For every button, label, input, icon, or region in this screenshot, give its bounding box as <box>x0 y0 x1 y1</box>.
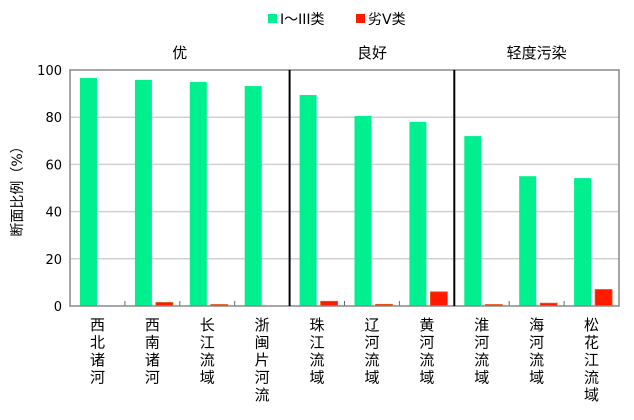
bar-i-iii <box>464 136 482 306</box>
bar-v <box>594 289 613 307</box>
x-tick-label: 河 <box>255 369 270 387</box>
x-tick-label: 江 <box>584 351 599 369</box>
x-tick-label: 域 <box>529 369 544 387</box>
bar-i-iii <box>134 79 152 306</box>
group-label: 轻度污染 <box>507 44 567 62</box>
x-tick-label: 河 <box>90 369 105 387</box>
x-tick-label: 片 <box>255 351 270 369</box>
bar-i-iii <box>80 78 97 306</box>
x-tick-label: 黄 <box>419 316 434 334</box>
x-tick-label: 流 <box>200 351 215 369</box>
x-tick-label: 河 <box>364 334 379 352</box>
group-label: 良好 <box>357 44 387 62</box>
x-tick-label: 辽 <box>364 316 379 334</box>
x-tick-label: 流 <box>310 351 325 369</box>
y-tick-label: 60 <box>45 158 62 173</box>
x-tick-label: 流 <box>584 369 599 387</box>
x-tick-label: 西 <box>90 316 105 334</box>
x-tick-label: 域 <box>310 369 325 387</box>
y-tick-label: 20 <box>45 253 62 268</box>
x-tick-label: 海 <box>529 316 544 334</box>
x-tick-label: 域 <box>584 386 599 404</box>
x-tick-label: 流 <box>419 351 434 369</box>
x-tick-label: 闽 <box>255 334 270 352</box>
y-tick-label: 40 <box>45 206 62 221</box>
x-tick-label: 江 <box>200 334 215 352</box>
bar-i-iii <box>519 176 537 306</box>
y-tick-label: 100 <box>37 64 62 79</box>
x-tick-label: 诸 <box>145 351 160 369</box>
y-tick-label: 0 <box>54 300 62 315</box>
x-tick-label: 河 <box>474 334 489 352</box>
x-tick-label: 珠 <box>310 316 325 334</box>
x-tick-label: 流 <box>474 351 489 369</box>
y-axis-label: 断面比例（%） <box>10 139 26 236</box>
x-tick-label: 流 <box>255 386 270 404</box>
y-tick-label: 80 <box>45 111 62 126</box>
group-label: 优 <box>172 44 187 62</box>
x-tick-label: 流 <box>529 351 544 369</box>
x-tick-label: 域 <box>474 369 489 387</box>
bar-i-iii <box>354 116 372 307</box>
x-tick-label: 诸 <box>90 351 105 369</box>
legend-swatch <box>268 14 277 23</box>
x-tick-label: 域 <box>200 369 215 387</box>
x-tick-label: 域 <box>364 369 379 387</box>
x-tick-label: 长 <box>200 316 215 334</box>
legend-label: 劣V类 <box>368 12 406 28</box>
x-tick-label: 江 <box>310 334 325 352</box>
plot-frame <box>69 69 620 307</box>
x-tick-label: 河 <box>529 334 544 352</box>
legend-label: I～III类 <box>280 12 325 28</box>
x-tick-label: 北 <box>90 334 105 352</box>
x-tick-label: 河 <box>419 334 434 352</box>
bar-i-iii <box>244 86 262 306</box>
x-tick-label: 西 <box>145 316 160 334</box>
bar-i-iii <box>409 121 427 306</box>
x-tick-label: 域 <box>419 369 434 387</box>
legend-swatch <box>356 14 365 23</box>
x-tick-label: 花 <box>584 334 599 352</box>
bar-i-iii <box>189 82 207 306</box>
x-tick-label: 淮 <box>474 316 489 334</box>
bar-i-iii <box>299 95 317 307</box>
x-tick-label: 流 <box>364 351 379 369</box>
x-tick-label: 浙 <box>255 316 270 334</box>
x-tick-label: 松 <box>584 316 599 334</box>
x-tick-label: 南 <box>145 334 160 352</box>
x-tick-label: 河 <box>145 369 160 387</box>
bar-i-iii <box>574 178 592 306</box>
bar-v <box>429 291 448 307</box>
